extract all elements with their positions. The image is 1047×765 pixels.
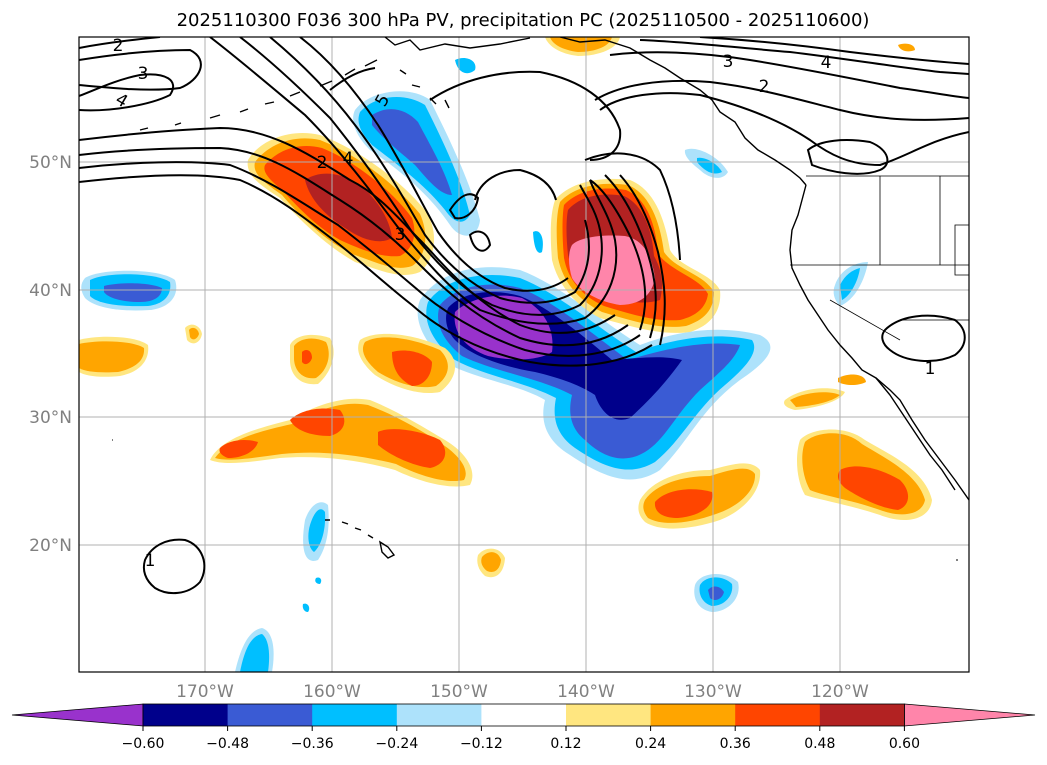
coastlines — [112, 37, 969, 561]
colorbar-bin — [312, 704, 398, 726]
colorbar-tick-label: −0.60 — [122, 736, 165, 752]
precip-shading — [79, 37, 932, 672]
colorbar-tick-label: −0.24 — [375, 736, 418, 752]
alaska-coast — [384, 37, 807, 186]
contour-label: 1 — [145, 551, 156, 571]
contour-label: 1 — [925, 359, 936, 379]
colorbar-tick-label: 0.36 — [720, 736, 751, 752]
lat-label: 20°N — [29, 536, 72, 556]
contour-label: 2 — [113, 36, 124, 56]
colorbar-extend-max — [904, 703, 1036, 727]
colorbar-extend-min — [11, 703, 144, 727]
colorbar-tick-label: −0.48 — [206, 736, 249, 752]
colorbar-bin — [227, 704, 313, 726]
pv-contours — [79, 37, 969, 595]
aleutian-islands — [139, 59, 378, 131]
baja-california — [875, 377, 956, 491]
colorbar-bin — [819, 704, 905, 726]
longitude-labels: 170°W 160°W 150°W 140°W 130°W 120°W — [176, 682, 869, 702]
contour-label: 3 — [138, 64, 149, 84]
map-frame — [78, 36, 970, 673]
chart-title: 2025110300 F036 300 hPa PV, precipitatio… — [177, 10, 870, 31]
colorbar-bin — [396, 704, 482, 726]
colorbar-bin — [143, 704, 229, 726]
latitude-labels: 50°N 40°N 30°N 20°N — [29, 153, 72, 556]
hawaii — [325, 519, 396, 559]
lon-label: 140°W — [557, 682, 615, 702]
lat-label: 40°N — [29, 281, 72, 301]
colorbar-tick-label: −0.12 — [460, 736, 503, 752]
contour-label: 3 — [723, 52, 734, 72]
lat-label: 50°N — [29, 153, 72, 173]
lat-label: 30°N — [29, 408, 72, 428]
contour-label: 4 — [343, 149, 354, 169]
colorbar-frame — [142, 703, 905, 727]
colorbar-bin — [566, 704, 652, 726]
lon-label: 170°W — [176, 682, 234, 702]
lon-label: 160°W — [303, 682, 361, 702]
contour-label: 2 — [317, 153, 328, 173]
contour-label: 3 — [395, 225, 406, 245]
lon-label: 120°W — [811, 682, 869, 702]
contour-label: 4 — [821, 53, 832, 73]
colorbar-tick-label: 0.24 — [635, 736, 666, 752]
lon-label: 130°W — [684, 682, 742, 702]
colorbar-bin — [650, 704, 736, 726]
colorbar: −0.60 −0.48 −0.36 −0.24 −0.12 0.12 0.24 0.36 0.4… — [11, 703, 1036, 752]
contour-label: 2 — [759, 77, 770, 97]
lon-label: 150°W — [430, 682, 488, 702]
north-america-west-coast — [789, 184, 969, 501]
colorbar-bin — [735, 704, 821, 726]
colorbar-tick-label: 0.60 — [889, 736, 920, 752]
colorbar-tick-label: 0.12 — [550, 736, 581, 752]
colorbar-tick-label: −0.36 — [291, 736, 334, 752]
colorbar-tick-label: 0.48 — [804, 736, 835, 752]
colorbar-bin — [481, 704, 567, 726]
map-area: 2 3 4 2 4 3 5 3 4 2 1 1 — [79, 36, 969, 672]
